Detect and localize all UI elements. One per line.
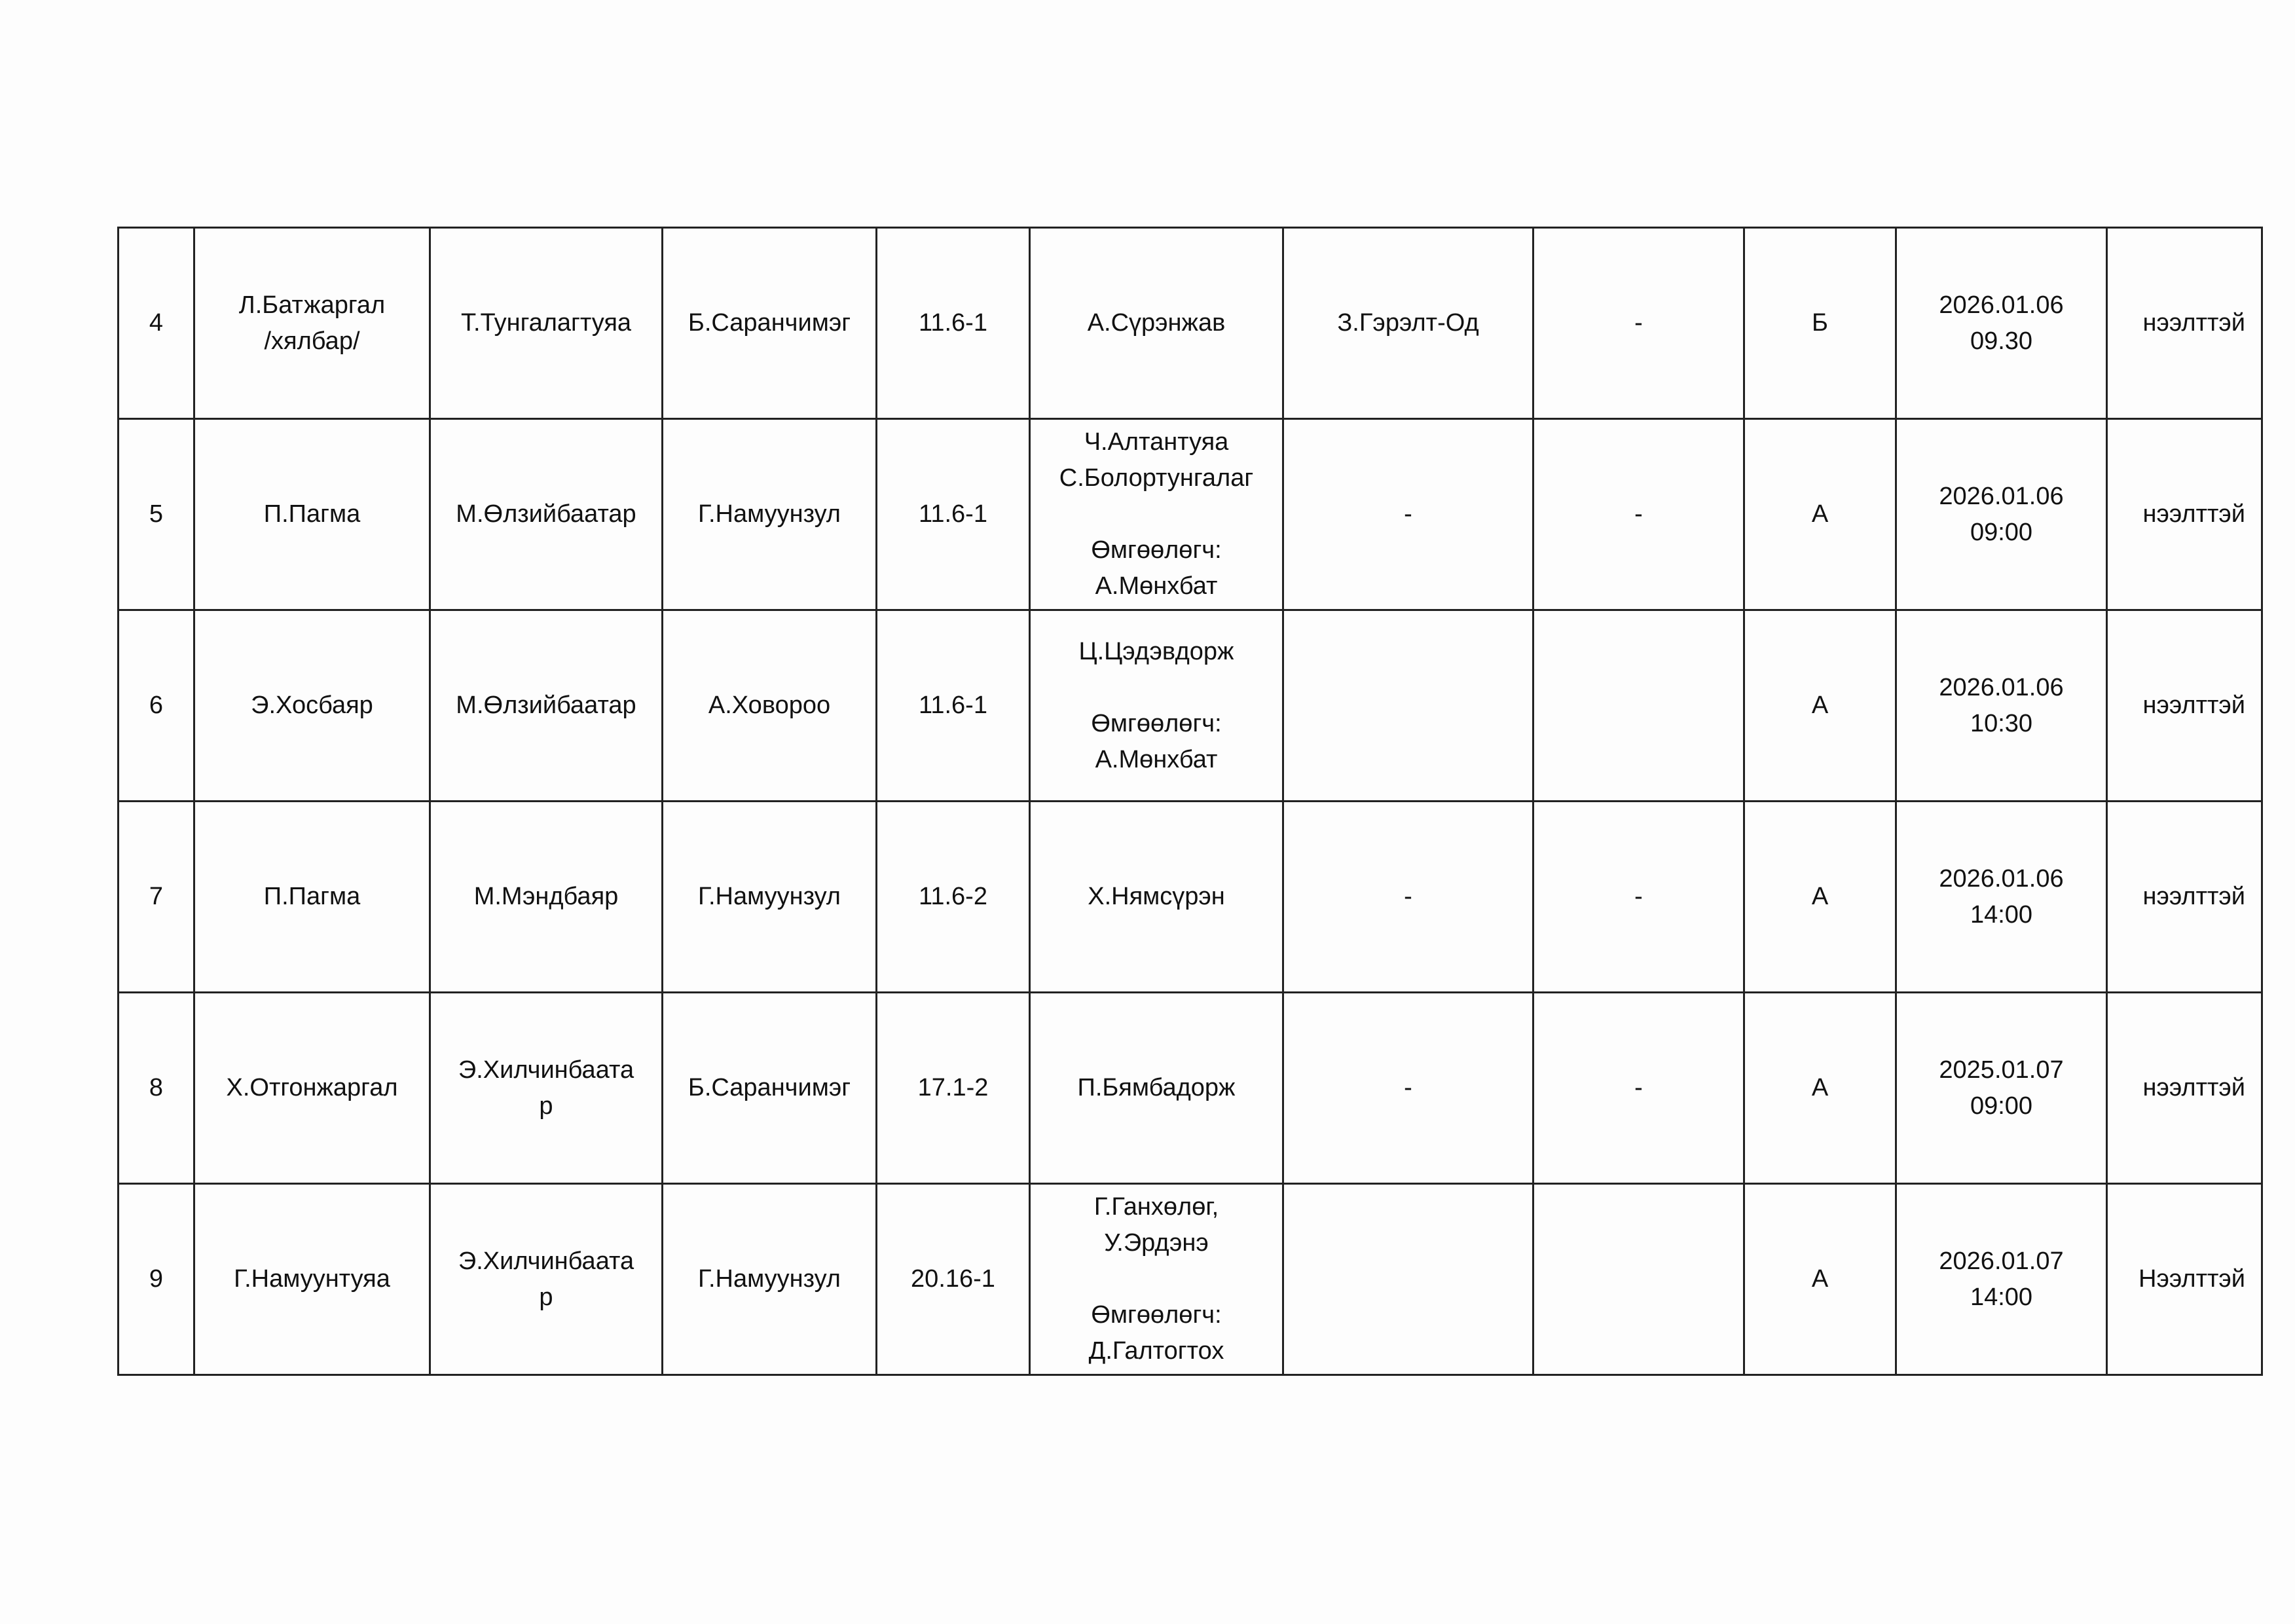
cell-code: 11.6-1 [875, 418, 1031, 611]
cell-col8 [1532, 609, 1745, 802]
cell-col4: Г.Намуунзул [661, 1183, 877, 1376]
table-row: 4 Л.Батжаргал /хялбар/Т.Тунгалагтуяа Б.Сар… [117, 227, 2263, 420]
cell-category: А [1743, 991, 1897, 1185]
cell-col3: М.Өлзийбаатар [429, 609, 663, 802]
cell-col8 [1532, 1183, 1745, 1376]
cell-category: Б [1743, 227, 1897, 420]
cell-status: нээлттэй [2106, 227, 2263, 420]
cell-col6: Г.Ганхөлөг, У.Эрдэнэ Өмгөөлөгч: Д.Галтог… [1029, 1183, 1284, 1376]
cell-datetime: 2025.01.07 09:00 [1895, 991, 2108, 1185]
cell-status: нээлттэй [2106, 609, 2263, 802]
cell-code: 11.6-1 [875, 227, 1031, 420]
cell-code: 11.6-1 [875, 609, 1031, 802]
cell-col7: - [1282, 418, 1534, 611]
row-number: 4 [117, 227, 195, 420]
cell-col6: Ц.Цэдэвдорж Өмгөөлөгч: А.Мөнхбат [1029, 609, 1284, 802]
row-number: 7 [117, 800, 195, 993]
cell-col2: Г.Намуунтуяа [193, 1183, 431, 1376]
schedule-table: 4 Л.Батжаргал /хялбар/Т.Тунгалагтуяа Б.Сар… [117, 227, 2263, 1376]
row-number: 8 [117, 991, 195, 1185]
cell-col7: - [1282, 991, 1534, 1185]
cell-category: А [1743, 800, 1897, 993]
cell-code: 11.6-2 [875, 800, 1031, 993]
cell-col8: - [1532, 227, 1745, 420]
row-number: 9 [117, 1183, 195, 1376]
cell-datetime: 2026.01.06 09:00 [1895, 418, 2108, 611]
cell-col4: А.Ховороо [661, 609, 877, 802]
table-row: 6 Э.Хосбаяр М.Өлзийбаатар А.Ховороо 11.6-1 Ц.… [117, 609, 2263, 802]
cell-col7 [1282, 1183, 1534, 1376]
cell-category: А [1743, 609, 1897, 802]
row-number: 6 [117, 609, 195, 802]
cell-col2: Л.Батжаргал /хялбар/ [193, 227, 431, 420]
cell-col8: - [1532, 800, 1745, 993]
cell-col3: М.Өлзийбаатар [429, 418, 663, 611]
cell-col2: П.Пагма [193, 800, 431, 993]
cell-col6: П.Бямбадорж [1029, 991, 1284, 1185]
cell-col7 [1282, 609, 1534, 802]
cell-col7: - [1282, 800, 1534, 993]
cell-code: 17.1-2 [875, 991, 1031, 1185]
row-number: 5 [117, 418, 195, 611]
cell-category: А [1743, 1183, 1897, 1376]
table-row: 8 Х.Отгонжаргал Э.Хилчинбаата р Б.Саранчимэ… [117, 991, 2263, 1185]
cell-col2: Э.Хосбаяр [193, 609, 431, 802]
cell-col4: Б.Саранчимэг [661, 991, 877, 1185]
cell-status: Нээлттэй [2106, 1183, 2263, 1376]
cell-datetime: 2026.01.06 10:30 [1895, 609, 2108, 802]
cell-col7: З.Гэрэлт-Од [1282, 227, 1534, 420]
cell-col6: Х.Нямсүрэн [1029, 800, 1284, 993]
cell-col6: Ч.Алтантуяа С.Болортунгалаг Өмгөөлөгч: А… [1029, 418, 1284, 611]
cell-col3: М.Мэндбаяр [429, 800, 663, 993]
cell-col4: Г.Намуунзул [661, 418, 877, 611]
cell-col8: - [1532, 991, 1745, 1185]
cell-col8: - [1532, 418, 1745, 611]
cell-datetime: 2026.01.07 14:00 [1895, 1183, 2108, 1376]
cell-col3: Э.Хилчинбаата р [429, 1183, 663, 1376]
cell-status: нээлттэй [2106, 800, 2263, 993]
cell-category: А [1743, 418, 1897, 611]
table-row: 5 П.Пагма М.Өлзийбаатар Г.Намуунзул 11.6-1 Ч.… [117, 418, 2263, 611]
cell-datetime: 2026.01.06 09.30 [1895, 227, 2108, 420]
cell-col2: Х.Отгонжаргал [193, 991, 431, 1185]
cell-col2: П.Пагма [193, 418, 431, 611]
cell-status: нээлттэй [2106, 991, 2263, 1185]
cell-col4: Г.Намуунзул [661, 800, 877, 993]
cell-col3: Э.Хилчинбаата р [429, 991, 663, 1185]
cell-code: 20.16-1 [875, 1183, 1031, 1376]
cell-status: нээлттэй [2106, 418, 2263, 611]
cell-datetime: 2026.01.06 14:00 [1895, 800, 2108, 993]
cell-col3: Т.Тунгалагтуяа [429, 227, 663, 420]
table-row: 9 Г.Намуунтуяа Э.Хилчинбаата р Г.Намуунзул 2… [117, 1183, 2263, 1376]
cell-col4: Б.Саранчимэг [661, 227, 877, 420]
cell-col6: А.Сүрэнжав [1029, 227, 1284, 420]
table-row: 7 П.Пагма М.Мэндбаяр Г.Намуунзул 11.6-2 Х.Ням… [117, 800, 2263, 993]
